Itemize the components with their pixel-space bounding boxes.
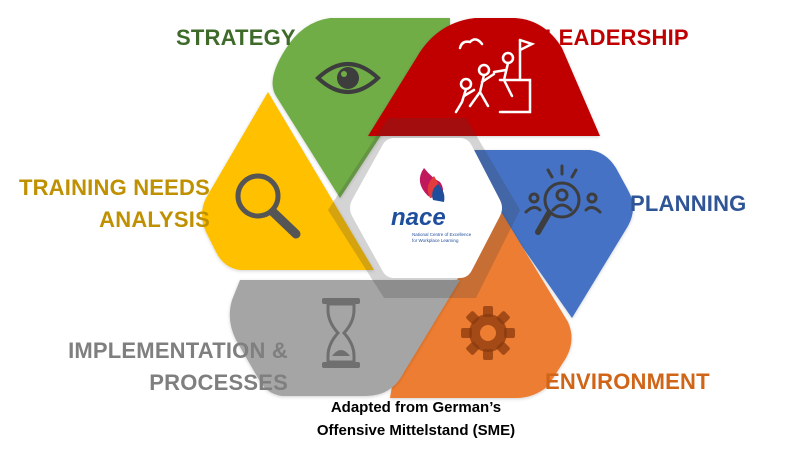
caption-line2: Offensive Mittelstand (SME): [316, 422, 516, 439]
label-implementation-line1: IMPLEMENTATION &: [68, 338, 288, 363]
team-climbing-flag-icon: [454, 38, 536, 114]
nace-tagline-2: for Workplace Learning: [412, 238, 459, 243]
label-training-needs-analysis: TRAINING NEEDS ANALYSIS: [6, 172, 210, 236]
label-planning: PLANNING: [630, 191, 747, 216]
segment-planning: [458, 150, 633, 318]
label-training-needs-line1: TRAINING NEEDS: [18, 175, 210, 200]
label-implementation-processes: IMPLEMENTATION & PROCESSES: [40, 335, 288, 399]
segment-environment: [390, 210, 572, 398]
source-caption: Adapted from German’s Offensive Mittelst…: [286, 396, 546, 442]
magnifier-people-icon: [524, 164, 602, 235]
label-implementation-line2: PROCESSES: [149, 370, 288, 395]
gear-icon: [461, 306, 515, 360]
label-strategy: STRATEGY: [176, 25, 296, 50]
hourglass-icon: [322, 298, 360, 368]
nace-wordmark: nace: [391, 204, 446, 231]
label-environment: ENVIRONMENT: [545, 369, 710, 394]
nace-logo: nace National Centre of Excellence for W…: [391, 168, 472, 243]
nace-tagline-1: National Centre of Excellence: [412, 232, 472, 237]
segment-strategy: [272, 18, 450, 198]
label-leadership: LEADERSHIP: [545, 25, 689, 50]
eye-icon: [315, 62, 381, 94]
segment-implementation: [229, 280, 460, 396]
label-training-needs-line2: ANALYSIS: [99, 207, 210, 232]
center-hexagon: [350, 138, 502, 278]
segment-training-needs: [202, 92, 374, 270]
magnifier-icon: [235, 173, 301, 239]
caption-line1: Adapted from German’s: [330, 399, 502, 416]
